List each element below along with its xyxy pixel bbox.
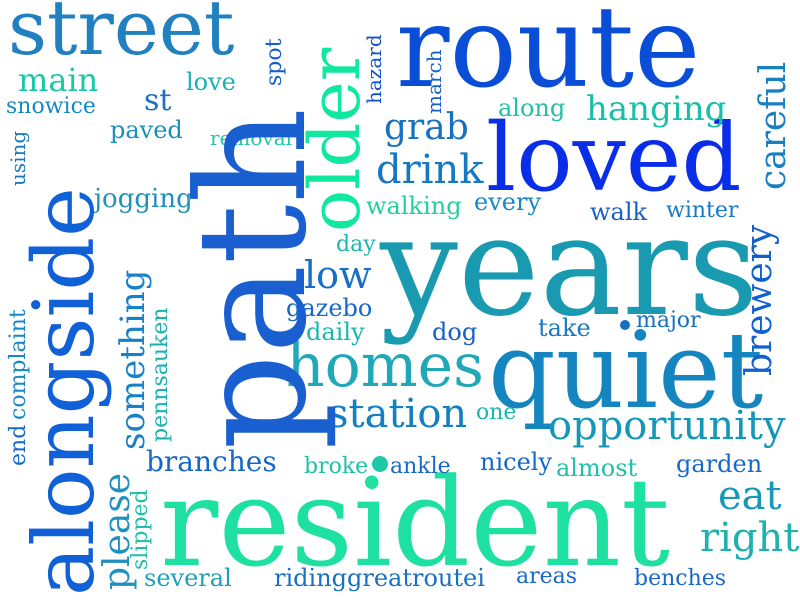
word-hanging: hanging — [586, 92, 726, 126]
word-garden: garden — [676, 452, 762, 476]
word-major: major — [636, 310, 701, 332]
word-hazard: hazard — [364, 34, 384, 104]
word-complaint: complaint — [8, 309, 30, 420]
word-ridinggreatroutei: ridinggreatroutei — [274, 566, 485, 590]
word-march: march — [424, 49, 444, 114]
word-station: station — [328, 394, 467, 434]
word-right: right — [700, 518, 799, 558]
word-alongside: alongside — [22, 187, 106, 596]
word-careful: careful — [756, 62, 792, 190]
dot-mark — [372, 456, 388, 472]
word-spot: spot — [264, 39, 286, 86]
word-love: love — [186, 70, 236, 94]
word-something: something — [116, 270, 150, 450]
word-opportunity: opportunity — [548, 406, 786, 446]
word-one: one — [476, 402, 516, 424]
word-several: several — [144, 566, 232, 590]
word-drink: drink — [376, 150, 484, 190]
word-slipped: slipped — [130, 489, 152, 570]
word-benches: benches — [634, 568, 726, 590]
word-branches: branches — [146, 448, 277, 476]
word-older: older — [300, 48, 370, 232]
word-snowice: snowice — [6, 96, 96, 118]
word-ankle: ankle — [390, 456, 451, 478]
word-street: street — [8, 0, 234, 66]
word-using: using — [8, 131, 28, 186]
word-every: every — [474, 190, 541, 214]
word-grab: grab — [384, 110, 469, 146]
dot-mark — [620, 320, 630, 330]
word-walk: walk — [590, 200, 647, 224]
word-day: day — [336, 234, 376, 256]
word-walking: walking — [366, 194, 462, 218]
word-pennsauken: pennsauken — [150, 307, 172, 442]
word-along: along — [498, 96, 565, 120]
word-dog: dog — [432, 320, 477, 344]
word-nicely: nicely — [480, 450, 552, 474]
word-take: take — [538, 316, 591, 340]
word-main: main — [18, 64, 98, 96]
word-end: end — [8, 425, 30, 466]
word-winter: winter — [666, 200, 738, 222]
word-eat: eat — [718, 476, 782, 516]
word-almost: almost — [556, 456, 637, 480]
word-areas: areas — [516, 566, 577, 588]
word-brewery: brewery — [742, 225, 778, 376]
word-broke: broke — [304, 456, 368, 478]
